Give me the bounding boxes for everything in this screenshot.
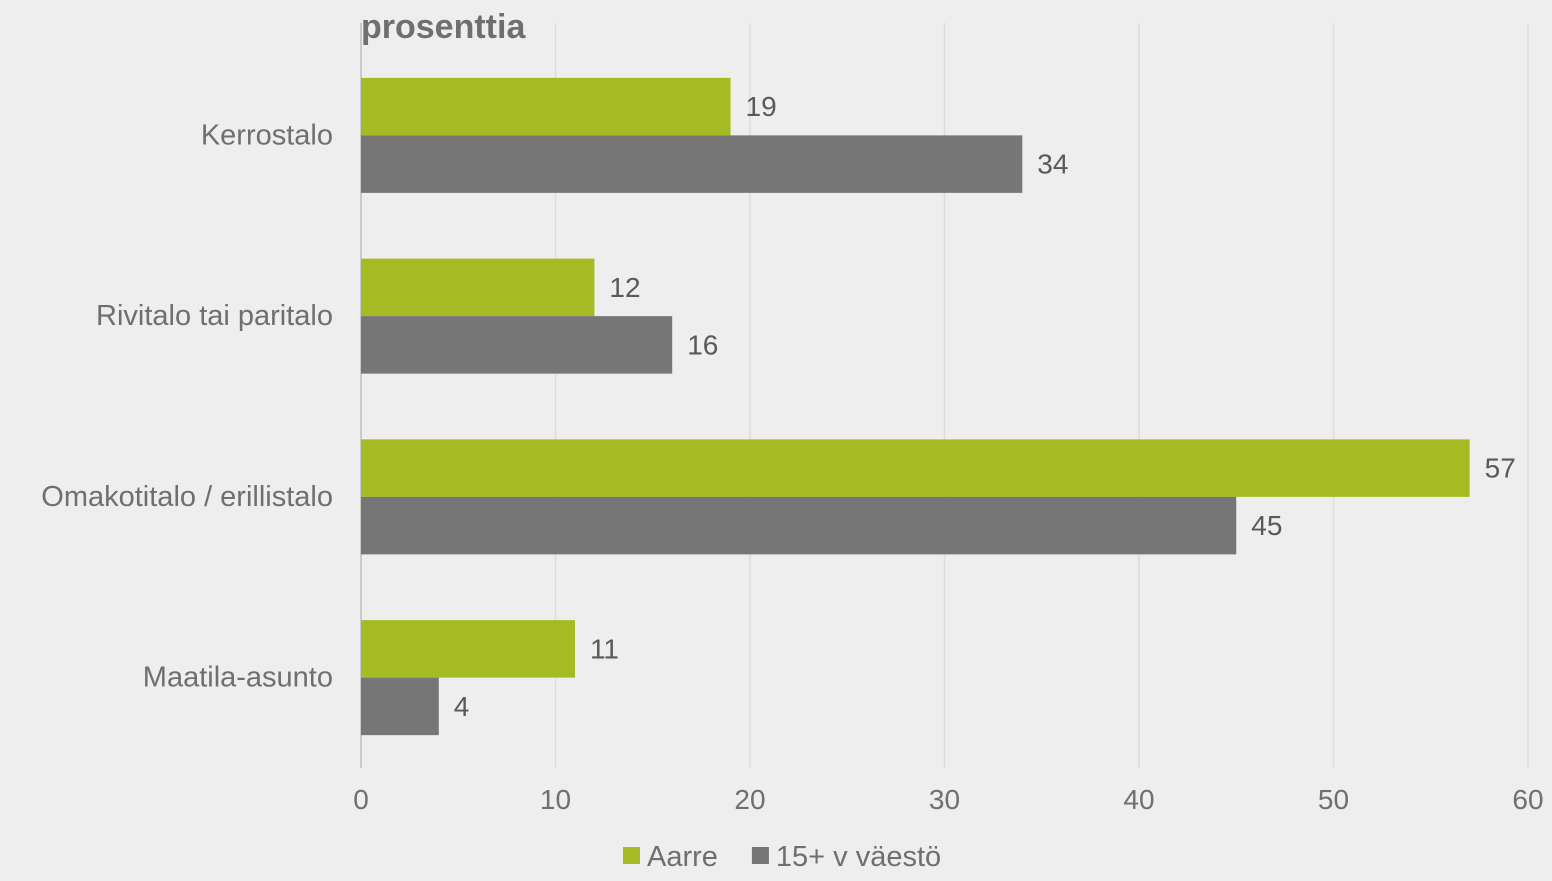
data-label: 4: [454, 691, 470, 722]
bar: [361, 258, 595, 317]
category-label: Rivitalo tai paritalo: [96, 300, 333, 332]
x-tick-label: 0: [353, 784, 369, 815]
unit-label: prosenttia: [361, 8, 526, 46]
category-label: Omakotitalo / erillistalo: [41, 481, 333, 513]
bar: [361, 496, 1237, 555]
category-label: Kerrostalo: [201, 119, 333, 151]
x-tick-label: 50: [1318, 784, 1349, 815]
data-labels: 19 34 12 16 57 45 11 4: [454, 91, 1516, 722]
data-label: 34: [1037, 149, 1068, 180]
bar: [361, 316, 673, 374]
data-label: 57: [1485, 453, 1516, 484]
category-labels: Kerrostalo Rivitalo tai paritalo Omakotita…: [41, 119, 333, 693]
bar: [361, 77, 731, 136]
bar: [361, 135, 1023, 193]
data-label: 12: [609, 272, 640, 303]
data-label: 19: [746, 91, 777, 122]
data-label: 11: [590, 633, 619, 664]
data-label: 45: [1251, 510, 1282, 541]
legend-label: Aarre: [647, 841, 718, 873]
x-tick-label: 60: [1512, 784, 1543, 815]
bar: [361, 620, 575, 678]
x-tick-label: 10: [540, 784, 571, 815]
x-tick-label: 30: [929, 784, 960, 815]
category-label: Maatila-asunto: [143, 662, 333, 694]
legend-label: 15+ v väestö: [776, 841, 941, 873]
data-label: 16: [687, 329, 718, 360]
x-axis-ticks: 0 10 20 30 40 50 60: [353, 784, 1543, 815]
x-tick-label: 40: [1123, 784, 1154, 815]
legend-swatch: [623, 847, 640, 864]
legend-swatch: [751, 847, 769, 864]
x-tick-label: 20: [734, 784, 765, 815]
bars: [361, 77, 1470, 736]
bar: [361, 677, 439, 736]
bar: [361, 439, 1470, 497]
legend: Aarre 15+ v väestö: [623, 841, 941, 873]
